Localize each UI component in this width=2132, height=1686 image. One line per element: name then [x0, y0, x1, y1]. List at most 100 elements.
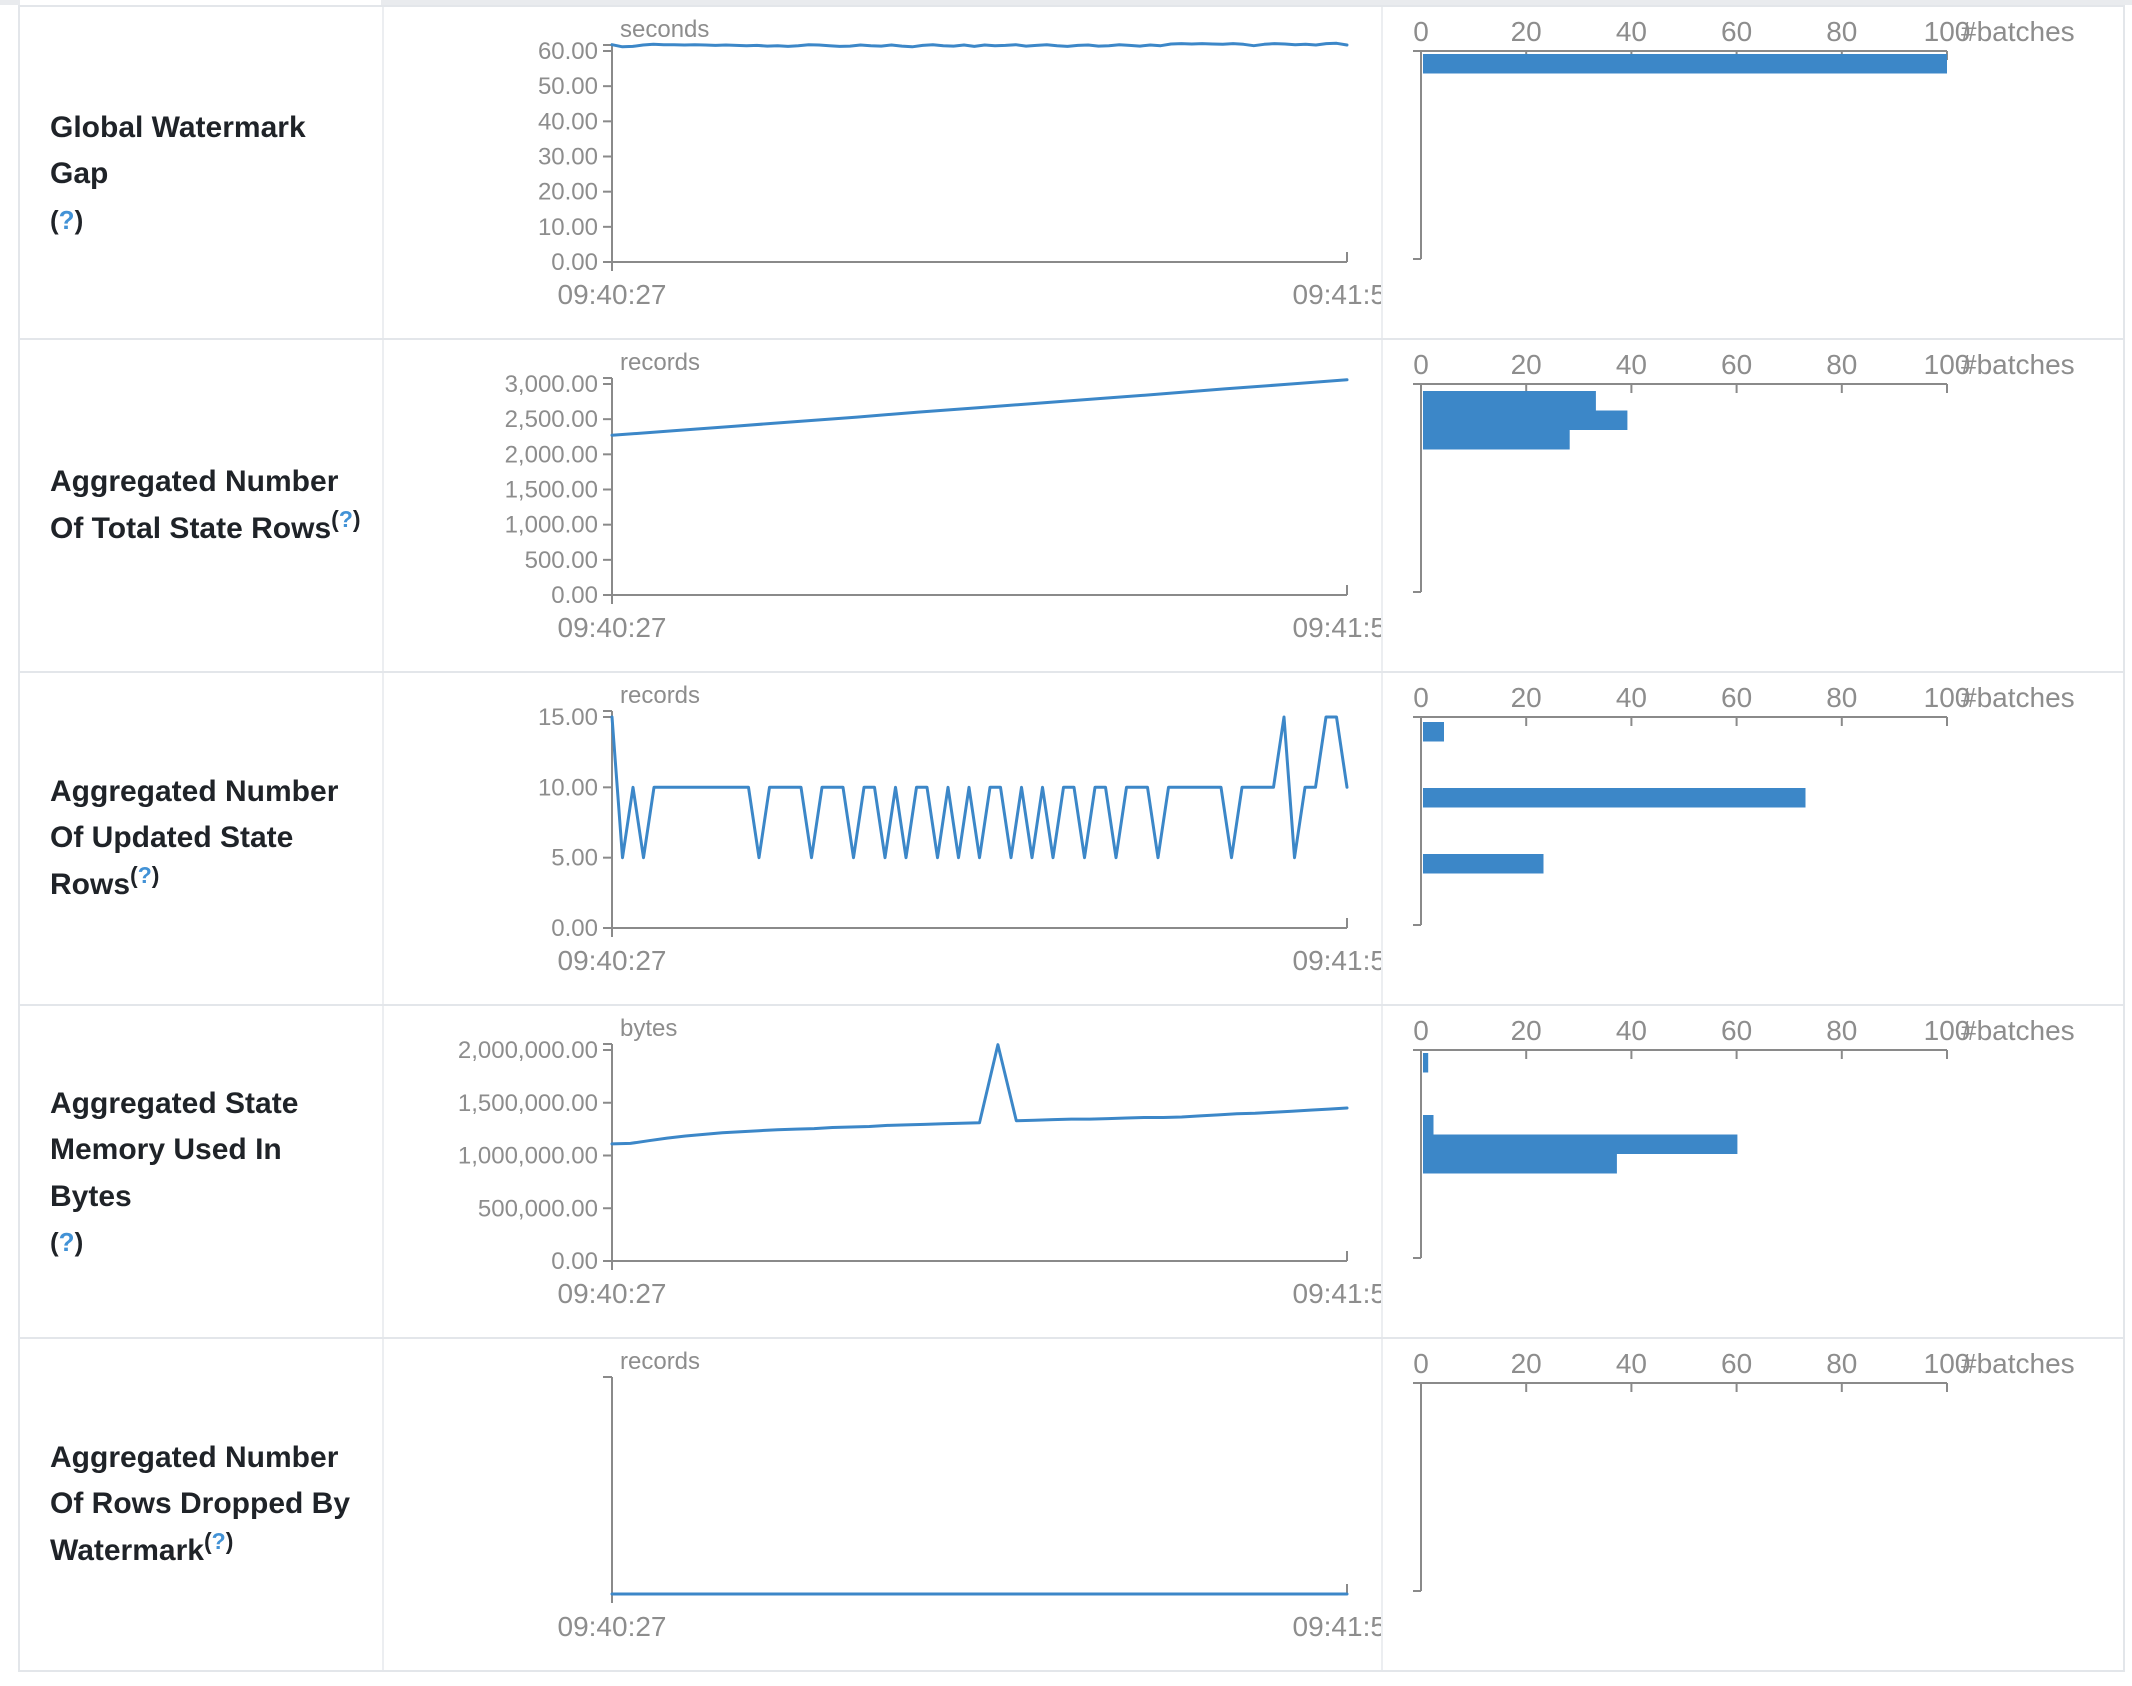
help-link[interactable]: (?): [204, 1528, 233, 1554]
y-tick-label: 1,500.00: [505, 477, 598, 504]
hist-x-tick-label: 60: [1721, 1348, 1752, 1379]
question-mark-icon[interactable]: ?: [211, 1527, 226, 1554]
y-tick-label: 20.00: [538, 179, 598, 206]
batches-axis-label: #batches: [1961, 349, 2075, 380]
y-tick-label: 500.00: [525, 547, 598, 574]
histogram-chart: 0 20 40 60 80 100#batches: [1413, 349, 2075, 593]
hist-x-tick-label: 20: [1511, 682, 1542, 713]
paren-open: (: [50, 204, 59, 235]
help-link[interactable]: (?): [50, 1222, 370, 1262]
hist-x-tick-label: 20: [1511, 16, 1542, 47]
timeline-chart: records 09:40:27 09:41:56: [558, 1348, 1382, 1642]
y-tick-label: 3,000.00: [505, 371, 598, 398]
hist-x-tick-label: 100: [1924, 1348, 1971, 1379]
histogram-bar: [1423, 391, 1596, 411]
histogram-bar: [1423, 54, 1947, 74]
timeline-chart: records 15.00 10.00 5.00 0.00 09:40:27 09:41:5…: [538, 682, 1382, 976]
paren-close: ): [151, 861, 160, 888]
histogram-chart-cell: 0 20 40 60 80 100 #batches: [1383, 1006, 2123, 1337]
y-tick-label: 1,000.00: [505, 512, 598, 539]
paren-close: ): [225, 1527, 234, 1554]
timeline-chart-cell: bytes 2,000,000.00 1,500,000.00 1,000,000.0…: [384, 1006, 1383, 1337]
timeline-chart: records 3,000.00 2,500.00 2,000.00 1,500.00 1…: [505, 349, 1382, 643]
paren-open: (: [331, 505, 339, 532]
metric-title-text: Global Watermark Gap: [50, 110, 306, 191]
y-tick-label: 0.00: [551, 915, 598, 942]
timeline-chart-cell: records 15.00 10.00 5.00 0.00 09:40:27 09:41:5…: [384, 673, 1383, 1004]
hist-x-tick-label: 40: [1616, 1015, 1647, 1046]
batches-axis-label: #batches: [1961, 1348, 2075, 1379]
timeline-chart-cell: seconds 60.00 50.00 40.00 30.00 20.00 10.00 0.0…: [384, 7, 1383, 338]
histogram-bar: [1423, 788, 1806, 808]
x-end-label: 09:41:56: [1293, 1278, 1382, 1309]
metric-title: Aggregated Number Of Total State Rows(?): [50, 459, 370, 552]
metric-row-4: Aggregated State Memory Used In Bytes (?…: [20, 1006, 2123, 1339]
histogram-bar: [1423, 430, 1570, 450]
y-tick-label: 5.00: [551, 845, 598, 872]
batches-axis-label: #batches: [1961, 1015, 2075, 1046]
histogram-chart: 0 20 40 60 80 100#batches: [1413, 682, 2075, 926]
hist-x-tick-label: 80: [1826, 16, 1857, 47]
hist-x-tick-label: 60: [1721, 349, 1752, 380]
hist-x-tick-label: 20: [1511, 349, 1542, 380]
hist-x-tick-label: 80: [1826, 349, 1857, 380]
histogram-chart-cell: 0 20 40 60 80 100 #batches: [1383, 1339, 2123, 1670]
x-start-label: 09:40:27: [558, 1611, 667, 1642]
histogram-bar: [1423, 410, 1628, 430]
y-tick-label: 500,000.00: [478, 1195, 598, 1222]
y-tick-label: 10.00: [538, 774, 598, 801]
timeline-chart: seconds 60.00 50.00 40.00 30.00 20.00 10.00 0.0…: [538, 16, 1382, 310]
streaming-metrics-table: Global Watermark Gap (?) seconds 60.00 50.…: [18, 5, 2125, 1672]
chart-unit-label: records: [620, 682, 700, 709]
hist-x-tick-label: 0: [1413, 682, 1429, 713]
hist-x-tick-label: 40: [1616, 349, 1647, 380]
hist-x-tick-label: 60: [1721, 682, 1752, 713]
y-tick-label: 0.00: [551, 1248, 598, 1275]
y-tick-label: 0.00: [551, 249, 598, 276]
metric-title: Aggregated Number Of Updated State Rows(…: [50, 769, 370, 909]
hist-x-tick-label: 80: [1826, 1348, 1857, 1379]
metric-row-5: Aggregated Number Of Rows Dropped By Wat…: [20, 1339, 2123, 1672]
y-tick-label: 30.00: [538, 144, 598, 171]
x-end-label: 09:41:56: [1293, 945, 1382, 976]
histogram-chart-cell: 0 20 40 60 80 100 #batches: [1383, 7, 2123, 338]
chart-unit-label: records: [620, 1348, 700, 1375]
histogram-bar: [1423, 854, 1544, 874]
timeline-chart-cell: records 09:40:27 09:41:56: [384, 1339, 1383, 1670]
histogram-chart-cell: 0 20 40 60 80 100 #batches: [1383, 673, 2123, 1004]
metric-title-text: Aggregated State Memory Used In Bytes: [50, 1086, 299, 1213]
x-end-label: 09:41:56: [1293, 279, 1382, 310]
metric-row-3: Aggregated Number Of Updated State Rows(…: [20, 673, 2123, 1006]
question-mark-icon[interactable]: ?: [58, 204, 75, 235]
timeline-chart-cell: records 3,000.00 2,500.00 2,000.00 1,500.00 1…: [384, 340, 1383, 671]
hist-x-tick-label: 60: [1721, 1015, 1752, 1046]
x-start-label: 09:40:27: [558, 612, 667, 643]
paren-close: ): [352, 505, 361, 532]
chart-unit-label: bytes: [620, 1015, 677, 1042]
question-mark-icon[interactable]: ?: [137, 861, 152, 888]
hist-x-tick-label: 20: [1511, 1348, 1542, 1379]
batches-axis-label: #batches: [1961, 682, 2075, 713]
metric-title: Global Watermark Gap (?): [50, 105, 370, 240]
x-end-label: 09:41:56: [1293, 1611, 1382, 1642]
metric-line: [610, 41, 1349, 49]
help-link[interactable]: (?): [331, 506, 360, 532]
question-mark-icon[interactable]: ?: [58, 1227, 75, 1258]
x-end-label: 09:41:56: [1293, 612, 1382, 643]
metric-label-cell: Aggregated Number Of Updated State Rows(…: [20, 673, 384, 1004]
histogram-chart: 0 20 40 60 80 100#batches: [1413, 1348, 2075, 1592]
paren-open: (: [50, 1227, 59, 1258]
help-link[interactable]: (?): [130, 862, 159, 888]
y-tick-label: 2,500.00: [505, 406, 598, 433]
hist-x-tick-label: 100: [1924, 16, 1971, 47]
y-tick-label: 1,000,000.00: [458, 1143, 598, 1170]
y-tick-label: 2,000.00: [505, 441, 598, 468]
chart-unit-label: records: [620, 349, 700, 376]
help-link[interactable]: (?): [50, 200, 370, 240]
histogram-bar: [1423, 1154, 1617, 1174]
question-mark-icon[interactable]: ?: [338, 505, 353, 532]
histogram-chart-cell: 0 20 40 60 80 100 #batches: [1383, 340, 2123, 671]
batches-axis-label: #batches: [1961, 16, 2075, 47]
previous-row-remnant: [0, 0, 2132, 5]
y-tick-label: 15.00: [538, 704, 598, 731]
